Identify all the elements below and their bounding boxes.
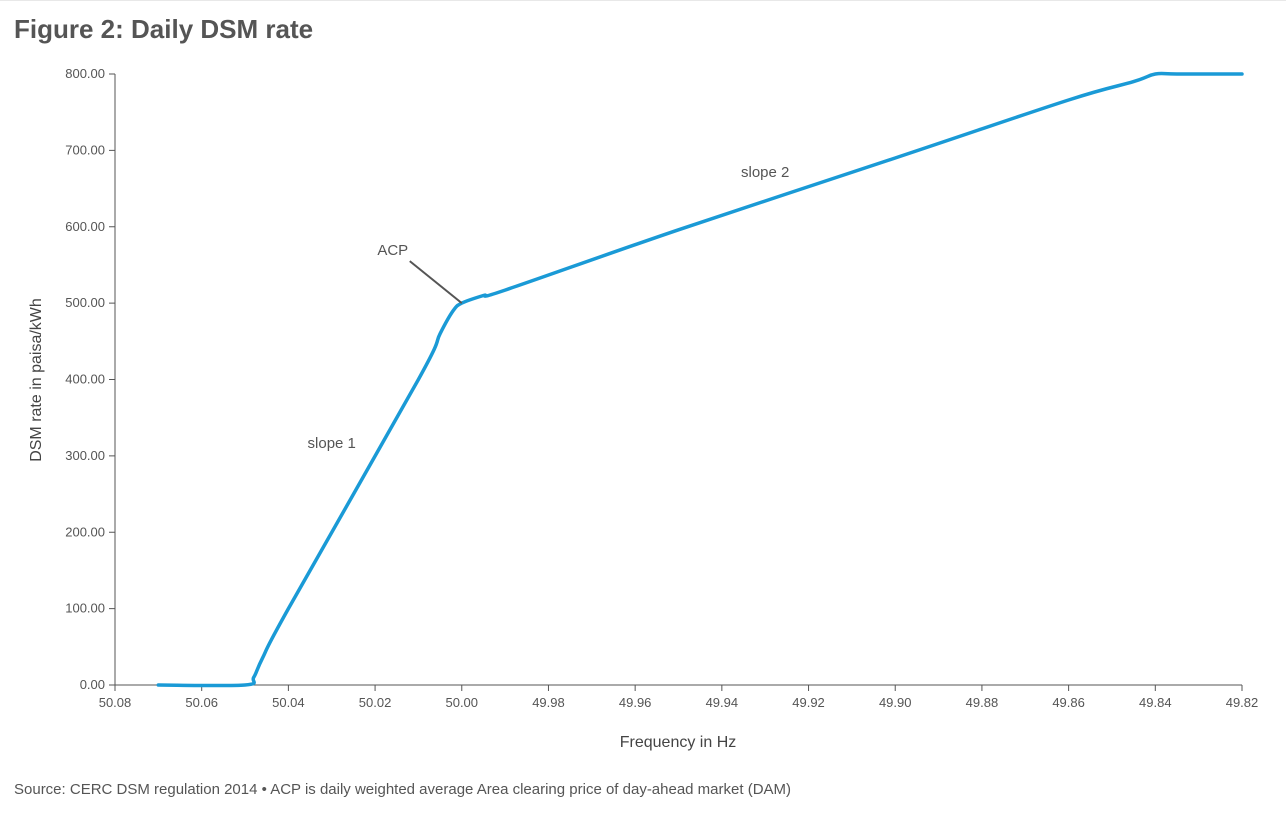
series-group bbox=[156, 71, 1244, 688]
y-tick-label: 400.00 bbox=[65, 372, 105, 387]
x-axis-title: Frequency in Hz bbox=[620, 734, 737, 751]
y-tick-label: 700.00 bbox=[65, 142, 105, 157]
chart-title: Figure 2: Daily DSM rate bbox=[14, 14, 314, 44]
source-note: Source: CERC DSM regulation 2014 • ACP i… bbox=[14, 781, 792, 798]
y-tick-label: 200.00 bbox=[65, 524, 105, 539]
top-divider bbox=[0, 0, 1286, 1]
x-tick-label: 50.04 bbox=[272, 695, 305, 710]
x-tick-label: 49.82 bbox=[1226, 695, 1259, 710]
y-axis-title: DSM rate in paisa/kWh bbox=[28, 298, 45, 462]
x-tick-label: 50.06 bbox=[185, 695, 218, 710]
y-tick-label: 300.00 bbox=[65, 448, 105, 463]
annotation-acp: ACP bbox=[377, 242, 408, 259]
y-tick-label: 800.00 bbox=[65, 66, 105, 81]
series-line bbox=[156, 71, 1244, 688]
x-tick-label: 50.08 bbox=[99, 695, 132, 710]
x-tick-label: 49.86 bbox=[1052, 695, 1085, 710]
x-tick-label: 49.94 bbox=[706, 695, 739, 710]
y-axis: 0.00 100.00 200.00 300.00 400.00 500.00 600.00… bbox=[65, 66, 116, 692]
annotation-label: slope 1 bbox=[308, 435, 356, 452]
y-tick-label: 600.00 bbox=[65, 219, 105, 234]
x-tick-label: 49.90 bbox=[879, 695, 912, 710]
annotation-label: slope 2 bbox=[741, 164, 789, 181]
x-tick-label: 50.02 bbox=[359, 695, 392, 710]
y-tick-label: 0.00 bbox=[80, 677, 105, 692]
x-tick-label: 49.84 bbox=[1139, 695, 1172, 710]
x-axis: 50.08 50.06 50.04 50.02 50.00 49.98 49.96 49.94… bbox=[99, 684, 1259, 710]
x-tick-label: 50.00 bbox=[445, 695, 478, 710]
x-tick-label: 49.88 bbox=[966, 695, 999, 710]
x-tick-label: 49.98 bbox=[532, 695, 565, 710]
y-tick-label: 100.00 bbox=[65, 601, 105, 616]
x-tick-label: 49.96 bbox=[619, 695, 652, 710]
x-tick-label: 49.92 bbox=[792, 695, 825, 710]
acp-leader-line bbox=[409, 260, 463, 304]
annotations-group: ACP slope 1 slope 2 bbox=[308, 164, 790, 452]
y-tick-label: 500.00 bbox=[65, 295, 105, 310]
dsm-rate-chart: 0.00 100.00 200.00 300.00 400.00 500.00 600.00… bbox=[28, 66, 1259, 751]
